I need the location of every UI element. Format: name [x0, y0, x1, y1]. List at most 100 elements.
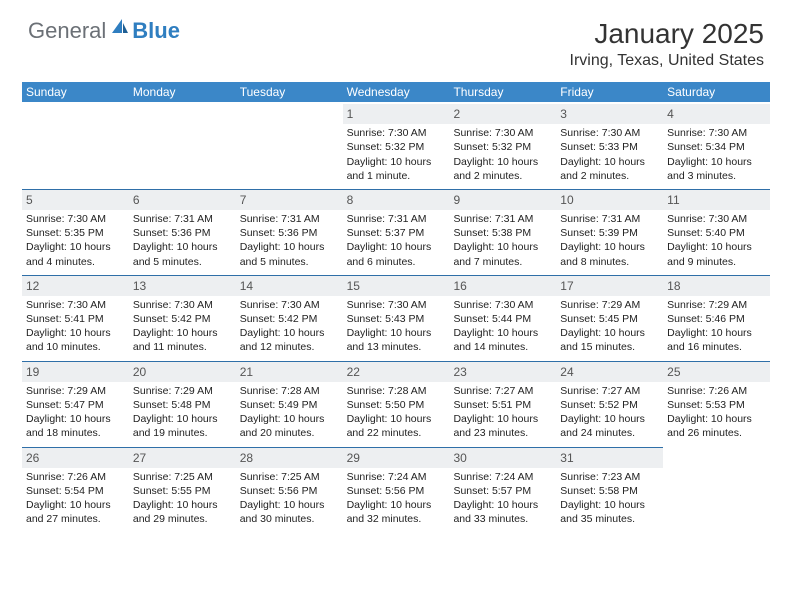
day-number: 4	[663, 104, 770, 124]
day-details: Sunrise: 7:30 AMSunset: 5:40 PMDaylight:…	[667, 212, 766, 269]
day-number: 19	[22, 361, 129, 382]
day-cell: 12Sunrise: 7:30 AMSunset: 5:41 PMDayligh…	[22, 273, 129, 359]
day-details: Sunrise: 7:23 AMSunset: 5:58 PMDaylight:…	[560, 470, 659, 527]
dow-cell: Friday	[556, 82, 663, 102]
day-cell: 26Sunrise: 7:26 AMSunset: 5:54 PMDayligh…	[22, 445, 129, 531]
day-cell: 11Sunrise: 7:30 AMSunset: 5:40 PMDayligh…	[663, 187, 770, 273]
day-details: Sunrise: 7:25 AMSunset: 5:56 PMDaylight:…	[240, 470, 339, 527]
day-number: 7	[236, 189, 343, 210]
day-number: 1	[343, 104, 450, 124]
day-cell: 8Sunrise: 7:31 AMSunset: 5:37 PMDaylight…	[343, 187, 450, 273]
day-number: 16	[449, 275, 556, 296]
day-cell: 24Sunrise: 7:27 AMSunset: 5:52 PMDayligh…	[556, 359, 663, 445]
day-details: Sunrise: 7:30 AMSunset: 5:35 PMDaylight:…	[26, 212, 125, 269]
day-number: 20	[129, 361, 236, 382]
day-cell: 20Sunrise: 7:29 AMSunset: 5:48 PMDayligh…	[129, 359, 236, 445]
day-details: Sunrise: 7:29 AMSunset: 5:46 PMDaylight:…	[667, 298, 766, 355]
dow-cell: Saturday	[663, 82, 770, 102]
week-row: 1Sunrise: 7:30 AMSunset: 5:32 PMDaylight…	[22, 102, 770, 187]
day-cell: 9Sunrise: 7:31 AMSunset: 5:38 PMDaylight…	[449, 187, 556, 273]
day-cell: 6Sunrise: 7:31 AMSunset: 5:36 PMDaylight…	[129, 187, 236, 273]
day-details: Sunrise: 7:31 AMSunset: 5:39 PMDaylight:…	[560, 212, 659, 269]
day-details: Sunrise: 7:30 AMSunset: 5:32 PMDaylight:…	[453, 126, 552, 183]
day-cell: 29Sunrise: 7:24 AMSunset: 5:56 PMDayligh…	[343, 445, 450, 531]
day-cell: 5Sunrise: 7:30 AMSunset: 5:35 PMDaylight…	[22, 187, 129, 273]
day-number: 14	[236, 275, 343, 296]
day-number: 5	[22, 189, 129, 210]
logo-sail-icon	[110, 17, 130, 40]
week-row: 26Sunrise: 7:26 AMSunset: 5:54 PMDayligh…	[22, 445, 770, 531]
day-number: 26	[22, 447, 129, 468]
day-details: Sunrise: 7:30 AMSunset: 5:41 PMDaylight:…	[26, 298, 125, 355]
day-cell: 10Sunrise: 7:31 AMSunset: 5:39 PMDayligh…	[556, 187, 663, 273]
day-cell: 13Sunrise: 7:30 AMSunset: 5:42 PMDayligh…	[129, 273, 236, 359]
day-details: Sunrise: 7:29 AMSunset: 5:45 PMDaylight:…	[560, 298, 659, 355]
day-number: 10	[556, 189, 663, 210]
day-number: 11	[663, 189, 770, 210]
day-details: Sunrise: 7:28 AMSunset: 5:49 PMDaylight:…	[240, 384, 339, 441]
day-details: Sunrise: 7:30 AMSunset: 5:42 PMDaylight:…	[133, 298, 232, 355]
day-cell: 7Sunrise: 7:31 AMSunset: 5:36 PMDaylight…	[236, 187, 343, 273]
day-cell: 2Sunrise: 7:30 AMSunset: 5:32 PMDaylight…	[449, 102, 556, 187]
day-number: 8	[343, 189, 450, 210]
day-number: 27	[129, 447, 236, 468]
day-details: Sunrise: 7:30 AMSunset: 5:44 PMDaylight:…	[453, 298, 552, 355]
day-cell-blank	[663, 445, 770, 531]
day-details: Sunrise: 7:30 AMSunset: 5:34 PMDaylight:…	[667, 126, 766, 183]
title-block: January 2025 Irving, Texas, United State…	[570, 18, 764, 70]
day-number: 17	[556, 275, 663, 296]
day-cell: 23Sunrise: 7:27 AMSunset: 5:51 PMDayligh…	[449, 359, 556, 445]
location: Irving, Texas, United States	[570, 52, 764, 70]
week-row: 12Sunrise: 7:30 AMSunset: 5:41 PMDayligh…	[22, 273, 770, 359]
day-details: Sunrise: 7:27 AMSunset: 5:51 PMDaylight:…	[453, 384, 552, 441]
month-title: January 2025	[570, 18, 764, 50]
calendar: SundayMondayTuesdayWednesdayThursdayFrid…	[22, 82, 770, 530]
day-cell: 4Sunrise: 7:30 AMSunset: 5:34 PMDaylight…	[663, 102, 770, 187]
day-details: Sunrise: 7:31 AMSunset: 5:36 PMDaylight:…	[133, 212, 232, 269]
logo-text-blue: Blue	[132, 18, 180, 44]
day-details: Sunrise: 7:26 AMSunset: 5:53 PMDaylight:…	[667, 384, 766, 441]
day-cell: 25Sunrise: 7:26 AMSunset: 5:53 PMDayligh…	[663, 359, 770, 445]
week-row: 19Sunrise: 7:29 AMSunset: 5:47 PMDayligh…	[22, 359, 770, 445]
day-number: 6	[129, 189, 236, 210]
day-cell-blank	[22, 102, 129, 187]
day-details: Sunrise: 7:24 AMSunset: 5:56 PMDaylight:…	[347, 470, 446, 527]
day-number: 28	[236, 447, 343, 468]
day-cell: 1Sunrise: 7:30 AMSunset: 5:32 PMDaylight…	[343, 102, 450, 187]
day-number: 15	[343, 275, 450, 296]
day-details: Sunrise: 7:30 AMSunset: 5:33 PMDaylight:…	[560, 126, 659, 183]
day-number: 13	[129, 275, 236, 296]
day-cell-blank	[129, 102, 236, 187]
dow-cell: Wednesday	[343, 82, 450, 102]
day-number: 29	[343, 447, 450, 468]
day-cell: 19Sunrise: 7:29 AMSunset: 5:47 PMDayligh…	[22, 359, 129, 445]
day-details: Sunrise: 7:28 AMSunset: 5:50 PMDaylight:…	[347, 384, 446, 441]
day-of-week-header: SundayMondayTuesdayWednesdayThursdayFrid…	[22, 82, 770, 102]
day-cell: 3Sunrise: 7:30 AMSunset: 5:33 PMDaylight…	[556, 102, 663, 187]
day-cell: 17Sunrise: 7:29 AMSunset: 5:45 PMDayligh…	[556, 273, 663, 359]
day-number: 9	[449, 189, 556, 210]
dow-cell: Thursday	[449, 82, 556, 102]
day-cell: 14Sunrise: 7:30 AMSunset: 5:42 PMDayligh…	[236, 273, 343, 359]
day-cell: 18Sunrise: 7:29 AMSunset: 5:46 PMDayligh…	[663, 273, 770, 359]
week-row: 5Sunrise: 7:30 AMSunset: 5:35 PMDaylight…	[22, 187, 770, 273]
day-details: Sunrise: 7:30 AMSunset: 5:42 PMDaylight:…	[240, 298, 339, 355]
day-cell: 15Sunrise: 7:30 AMSunset: 5:43 PMDayligh…	[343, 273, 450, 359]
day-number: 18	[663, 275, 770, 296]
day-number: 25	[663, 361, 770, 382]
day-cell: 22Sunrise: 7:28 AMSunset: 5:50 PMDayligh…	[343, 359, 450, 445]
day-details: Sunrise: 7:26 AMSunset: 5:54 PMDaylight:…	[26, 470, 125, 527]
day-cell: 28Sunrise: 7:25 AMSunset: 5:56 PMDayligh…	[236, 445, 343, 531]
dow-cell: Sunday	[22, 82, 129, 102]
day-details: Sunrise: 7:31 AMSunset: 5:36 PMDaylight:…	[240, 212, 339, 269]
day-number: 30	[449, 447, 556, 468]
day-details: Sunrise: 7:29 AMSunset: 5:48 PMDaylight:…	[133, 384, 232, 441]
day-number: 22	[343, 361, 450, 382]
day-cell: 31Sunrise: 7:23 AMSunset: 5:58 PMDayligh…	[556, 445, 663, 531]
day-number: 24	[556, 361, 663, 382]
day-details: Sunrise: 7:27 AMSunset: 5:52 PMDaylight:…	[560, 384, 659, 441]
logo-text-general: General	[28, 18, 106, 44]
day-details: Sunrise: 7:25 AMSunset: 5:55 PMDaylight:…	[133, 470, 232, 527]
dow-cell: Monday	[129, 82, 236, 102]
header: General Blue January 2025 Irving, Texas,…	[0, 0, 792, 78]
